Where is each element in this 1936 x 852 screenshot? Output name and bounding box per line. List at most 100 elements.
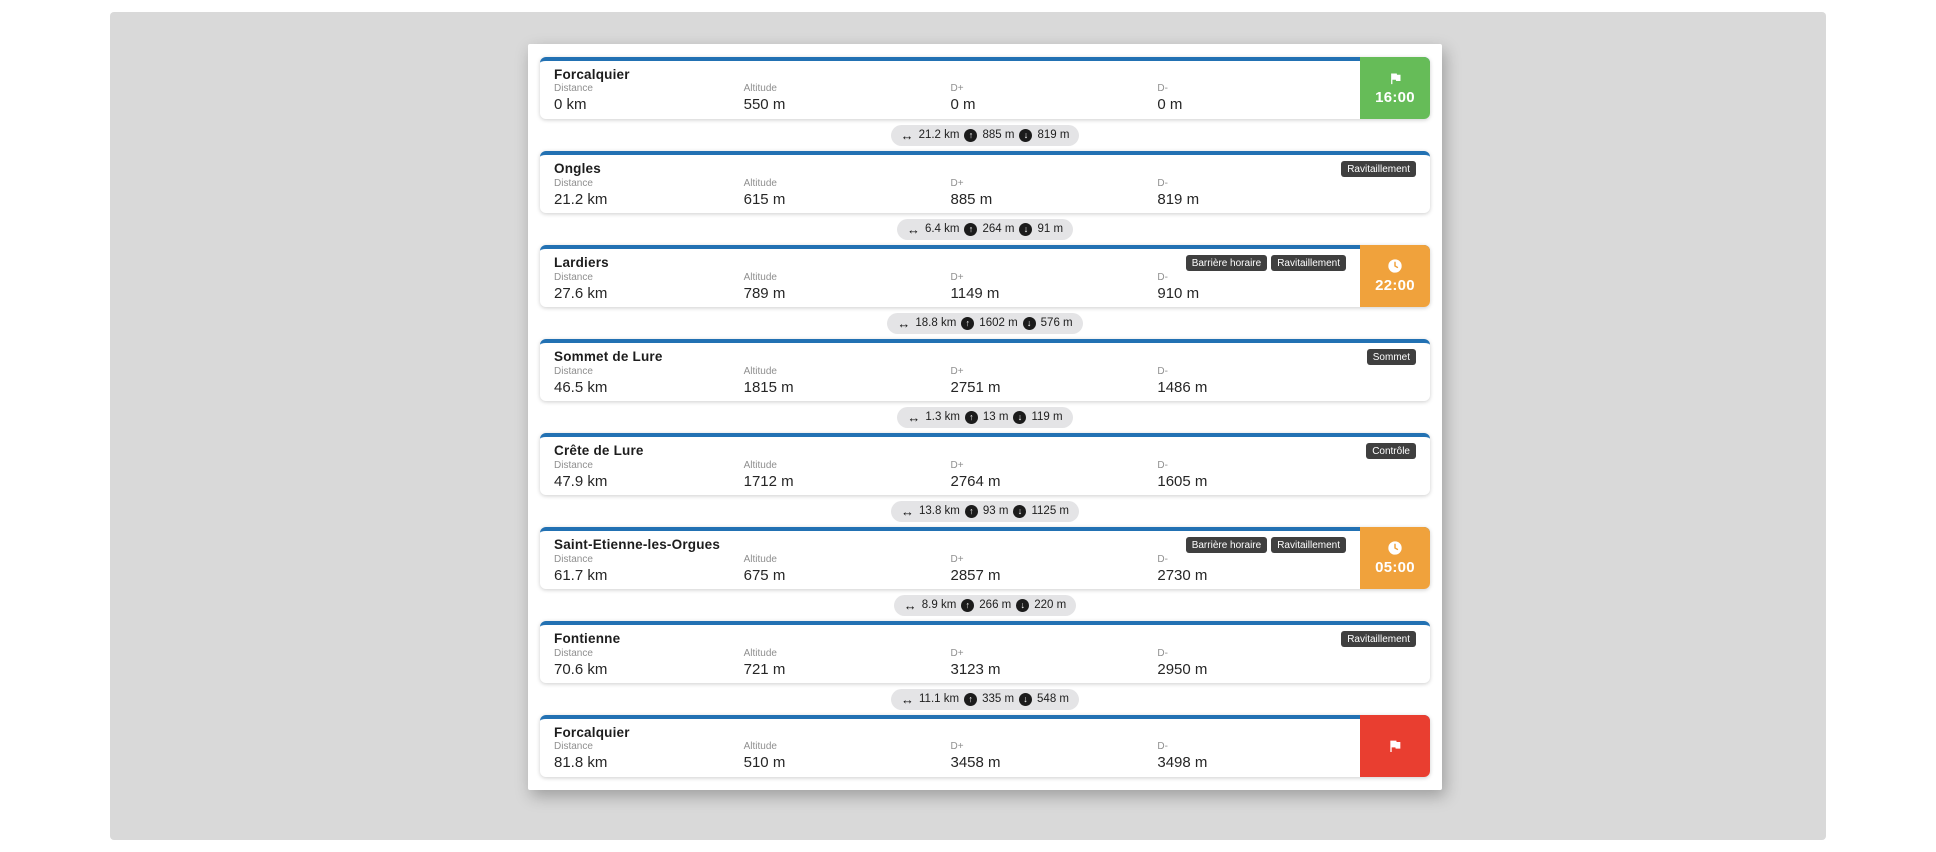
waypoint-card[interactable]: Lardiers Barrière horaire Ravitaillement…: [540, 245, 1430, 307]
segment-distance: 1.3 km: [925, 411, 960, 423]
elevation-loss-icon: ↓: [1019, 692, 1033, 706]
waypoint-card[interactable]: Forcalquier Distance 81.8 km Altitude 510 …: [540, 715, 1430, 777]
waypoint-card[interactable]: Crête de Lure Contrôle Distance 47.9 km A…: [540, 433, 1430, 495]
dplus-value: 3123 m: [950, 661, 1001, 678]
segment-loss: 819 m: [1037, 129, 1070, 141]
altitude-value: 675 m: [743, 567, 786, 584]
segment-summary: ↔ 11.1 km ↑ 335 m ↓ 548 m: [891, 688, 1079, 710]
badge-ravitaillement: Ravitaillement: [1341, 631, 1416, 647]
distance-label: Distance: [554, 648, 593, 659]
marker-time: 05:00: [1375, 559, 1415, 576]
clock-icon: [1387, 540, 1403, 556]
distance-value: 0 km: [554, 96, 587, 113]
altitude-label: Altitude: [743, 741, 777, 752]
altitude-label: Altitude: [743, 460, 777, 471]
segment-distance: 11.1 km: [919, 693, 960, 705]
segment-loss: 220 m: [1034, 599, 1067, 611]
distance-label: Distance: [554, 272, 593, 283]
dminus-value: 2950 m: [1157, 661, 1208, 678]
elevation-gain-icon: ↑: [964, 504, 978, 518]
elevation-gain-icon: ↑: [961, 598, 975, 612]
altitude-value: 510 m: [743, 754, 786, 771]
segment-gain: 335 m: [982, 693, 1015, 705]
segment-row: ↔ 8.9 km ↑ 266 m ↓ 220 m: [540, 589, 1430, 621]
marker-time: 16:00: [1375, 88, 1415, 106]
elevation-loss-icon: ↓: [1019, 128, 1033, 142]
waypoint-name: Forcalquier: [554, 725, 630, 740]
elevation-gain-icon: ↑: [964, 222, 978, 236]
distance-value: 21.2 km: [554, 191, 608, 208]
waypoint-name: Forcalquier: [554, 67, 630, 82]
elevation-loss-icon: ↓: [1013, 410, 1027, 424]
altitude-label: Altitude: [743, 178, 777, 189]
dminus-label: D-: [1157, 648, 1168, 659]
segment-gain: 264 m: [982, 223, 1015, 235]
distance-value: 47.9 km: [554, 473, 608, 490]
time-barrier-marker: 05:00: [1360, 527, 1430, 589]
altitude-value: 1712 m: [743, 473, 794, 490]
dminus-label: D-: [1157, 272, 1168, 283]
waypoint-card[interactable]: Forcalquier Distance 0 km Altitude 550 m D…: [540, 57, 1430, 119]
badge-ravitaillement: Ravitaillement: [1271, 255, 1346, 271]
segment-distance-icon: ↔: [897, 315, 911, 331]
segment-distance-icon: ↔: [903, 597, 917, 613]
segment-distance: 8.9 km: [921, 599, 957, 611]
segment-summary: ↔ 13.8 km ↑ 93 m ↓ 1125 m: [890, 500, 1079, 522]
elevation-gain-icon: ↑: [961, 316, 975, 330]
segment-distance: 21.2 km: [918, 129, 960, 141]
distance-value: 27.6 km: [554, 285, 608, 302]
dplus-label: D+: [950, 741, 964, 752]
altitude-value: 615 m: [743, 191, 786, 208]
distance-value: 46.5 km: [554, 379, 608, 396]
waypoint-name: Saint-Etienne-les-Orgues: [554, 537, 721, 552]
segment-distance-icon: ↔: [900, 127, 914, 143]
dplus-value: 1149 m: [950, 285, 1000, 302]
segment-row: ↔ 18.8 km ↑ 1602 m ↓ 576 m: [540, 307, 1430, 339]
segment-row: ↔ 13.8 km ↑ 93 m ↓ 1125 m: [540, 495, 1430, 527]
dplus-value: 3458 m: [950, 754, 1001, 771]
segment-gain: 13 m: [982, 411, 1009, 423]
distance-label: Distance: [554, 741, 593, 752]
finish-marker: [1360, 715, 1430, 777]
dminus-label: D-: [1157, 83, 1168, 94]
waypoint-card[interactable]: Fontienne Ravitaillement Distance 70.6 km…: [540, 621, 1430, 683]
dminus-value: 2730 m: [1157, 567, 1208, 584]
segment-summary: ↔ 1.3 km ↑ 13 m ↓ 119 m: [897, 406, 1073, 428]
segment-summary: ↔ 18.8 km ↑ 1602 m ↓ 576 m: [887, 312, 1083, 334]
waypoint-name: Sommet de Lure: [554, 349, 663, 364]
dplus-label: D+: [950, 366, 964, 377]
elevation-loss-icon: ↓: [1013, 504, 1027, 518]
altitude-label: Altitude: [743, 648, 777, 659]
page-canvas: Forcalquier Distance 0 km Altitude 550 m D…: [110, 12, 1826, 840]
dminus-value: 910 m: [1157, 285, 1200, 302]
distance-value: 70.6 km: [554, 661, 608, 678]
clock-icon: [1387, 258, 1403, 274]
waypoint-card[interactable]: Saint-Etienne-les-Orgues Barrière horair…: [540, 527, 1430, 589]
dplus-value: 2764 m: [950, 473, 1001, 490]
elevation-loss-icon: ↓: [1019, 222, 1033, 236]
waypoint-card[interactable]: Ongles Ravitaillement Distance 21.2 km Al…: [540, 151, 1430, 213]
altitude-label: Altitude: [743, 366, 777, 377]
altitude-value: 1815 m: [743, 379, 794, 396]
distance-label: Distance: [554, 178, 593, 189]
waypoint-name: Lardiers: [554, 255, 609, 270]
segment-distance-icon: ↔: [901, 691, 914, 707]
altitude-value: 789 m: [743, 285, 786, 302]
segment-loss: 119 m: [1031, 411, 1063, 423]
dminus-label: D-: [1157, 741, 1168, 752]
dminus-label: D-: [1157, 554, 1168, 565]
itinerary-panel: Forcalquier Distance 0 km Altitude 550 m D…: [528, 44, 1442, 790]
dminus-value: 1605 m: [1157, 473, 1208, 490]
dplus-label: D+: [950, 178, 964, 189]
dplus-value: 2751 m: [950, 379, 1001, 396]
waypoint-card[interactable]: Sommet de Lure Sommet Distance 46.5 km Al…: [540, 339, 1430, 401]
segment-loss: 548 m: [1037, 693, 1069, 705]
dplus-label: D+: [950, 648, 964, 659]
badge-barriere-horaire: Barrière horaire: [1185, 255, 1268, 271]
badge-sommet: Sommet: [1366, 349, 1416, 365]
marker-time: 22:00: [1375, 277, 1415, 294]
badge-ravitaillement: Ravitaillement: [1341, 161, 1416, 177]
distance-label: Distance: [554, 460, 593, 471]
segment-distance-icon: ↔: [907, 409, 921, 425]
dminus-value: 819 m: [1157, 191, 1200, 208]
